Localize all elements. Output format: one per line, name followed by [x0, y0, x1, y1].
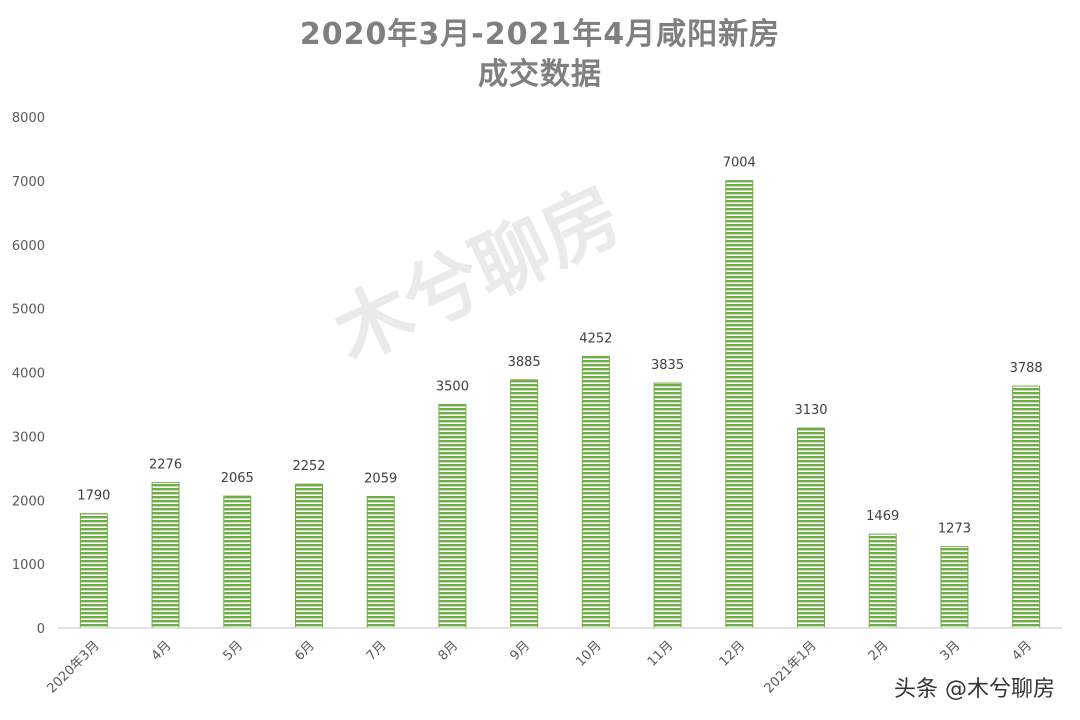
y-tick-label: 5000: [12, 303, 45, 318]
bar: [223, 495, 252, 629]
y-tick-label: 1000: [12, 558, 45, 573]
bar: [79, 513, 108, 629]
x-tick-label: 12月: [717, 638, 748, 669]
x-tick-label: 10月: [573, 638, 604, 669]
x-tick-label: 3月: [938, 638, 964, 664]
bar-value-label: 1273: [938, 522, 971, 537]
bar-value-label: 3500: [436, 379, 469, 394]
y-tick-label: 3000: [12, 430, 45, 445]
bar-value-label: 1790: [77, 489, 110, 504]
x-tick-label: 2月: [866, 638, 892, 664]
bar-value-label: 3885: [508, 355, 541, 370]
bar-value-label: 2065: [221, 471, 254, 486]
bar-value-label: 3788: [1010, 361, 1043, 376]
x-tick-label: 2021年1月: [762, 638, 820, 696]
bar-value-label: 3835: [651, 358, 684, 373]
bar-value-label: 2252: [292, 459, 325, 474]
y-tick-label: 8000: [12, 111, 45, 126]
bar: [1012, 385, 1041, 629]
bar: [438, 403, 467, 629]
y-tick-label: 7000: [12, 175, 45, 190]
bar: [151, 482, 180, 629]
bars: [79, 180, 1041, 629]
x-tick-label: 2020年3月: [44, 638, 102, 696]
x-tick-label: 7月: [364, 638, 390, 664]
bar: [725, 180, 754, 629]
data-labels: 1790 2276 2065 2252 2059 3500 3885 4252 3835 7004…: [77, 156, 1042, 537]
bar-value-label: 1469: [866, 509, 899, 524]
credit-text: 头条 @木兮聊房: [894, 677, 1055, 702]
x-tick-label: 4月: [149, 638, 175, 664]
chart-title-line-1: 2020年3月-2021年4月咸阳新房: [300, 17, 780, 52]
y-tick-label: 2000: [12, 494, 45, 509]
bar: [797, 427, 825, 629]
bar-value-label: 3130: [794, 403, 827, 418]
y-tick-label: 6000: [12, 239, 45, 254]
bar-value-label: 2059: [364, 471, 397, 486]
bar: [366, 495, 395, 629]
bar-value-label: 4252: [579, 331, 612, 346]
bar: [295, 483, 323, 629]
watermark: 木兮聊房: [321, 170, 634, 379]
y-tick-label: 4000: [12, 367, 45, 382]
bar: [868, 533, 897, 629]
bar-value-label: 2276: [149, 458, 182, 473]
y-tick-label: 0: [37, 622, 45, 637]
bar: [581, 355, 610, 629]
x-tick-label: 6月: [292, 638, 318, 664]
chart-title-line-2: 成交数据: [478, 57, 602, 92]
bar: [940, 546, 969, 629]
x-tick-label: 8月: [436, 638, 462, 664]
y-axis-ticks: 0 1000 2000 3000 4000 5000 6000 7000 8000: [12, 111, 45, 637]
x-tick-label: 4月: [1009, 638, 1035, 664]
bar: [510, 379, 539, 629]
x-tick-label: 11月: [645, 638, 676, 669]
x-tick-label: 9月: [507, 638, 533, 664]
bar: [653, 382, 682, 629]
x-axis-ticks: 2020年3月 4月 5月 6月 7月 8月 9月 10月 11月 12月 2021年1月 2月 3月 4…: [44, 638, 1035, 696]
bar-value-label: 7004: [723, 156, 756, 171]
x-tick-label: 5月: [220, 638, 246, 664]
